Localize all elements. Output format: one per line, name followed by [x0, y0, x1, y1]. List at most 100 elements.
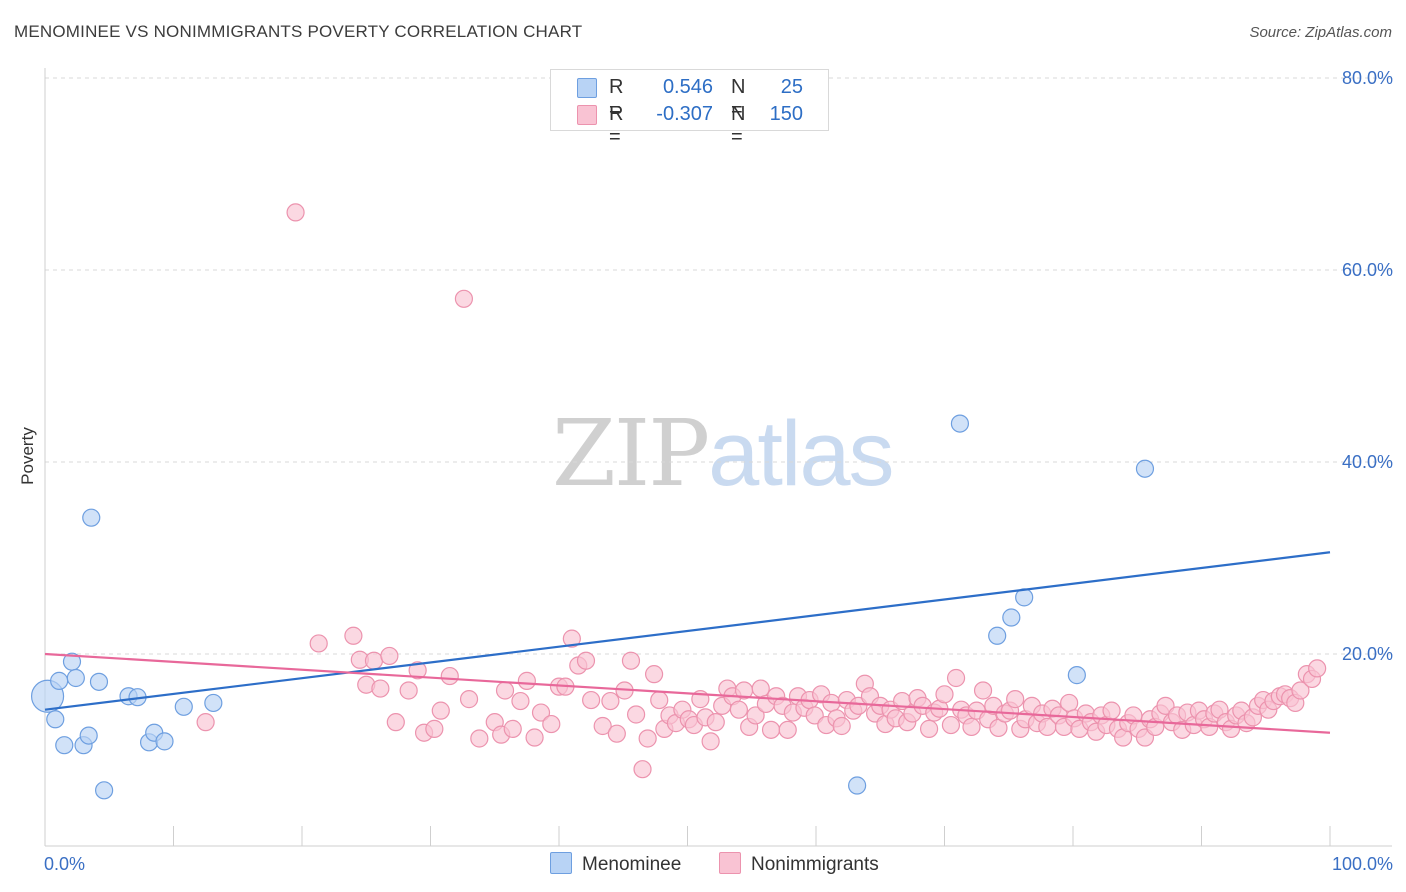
legend: R = 0.546 N = 25 R = -0.307 N = 150: [550, 69, 829, 148]
y-tick-label: 80.0%: [1342, 68, 1393, 88]
nonimmigrants-point: [941, 715, 961, 735]
axes: [44, 68, 1392, 847]
menominee-point: [988, 626, 1007, 645]
nonimmigrants-point: [562, 629, 581, 648]
nonimmigrants-point: [542, 714, 561, 734]
menominee-point: [1135, 459, 1155, 478]
legend-n-value: 150: [769, 103, 803, 125]
nonimmigrants-point: [399, 681, 418, 700]
nonimmigrants-point: [470, 729, 489, 748]
nonimmigrants-point: [638, 729, 657, 748]
nonimmigrants-point: [1006, 690, 1025, 709]
nonimmigrants-point: [454, 289, 474, 308]
nonimmigrants-point: [644, 665, 664, 684]
nonimmigrants-point: [576, 651, 596, 670]
nonimmigrants-point: [1308, 659, 1327, 678]
nonimmigrants-point: [778, 720, 797, 739]
y-axis-title: Poverty: [18, 427, 37, 485]
y-tick-label: 20.0%: [1342, 644, 1393, 664]
bottom-legend-menominee: Menominee: [550, 852, 681, 876]
nonimmigrants-point: [440, 666, 459, 686]
nonimmigrants-point: [650, 690, 669, 710]
bottom-legend-swatch-menominee: [550, 852, 572, 874]
nonimmigrants-point: [962, 717, 981, 737]
nonimmigrants-point: [626, 705, 646, 724]
legend-r-value: 0.546: [662, 76, 713, 98]
menominee-point: [50, 671, 69, 690]
menominee-point: [95, 781, 114, 800]
legend-r-value: -0.307: [656, 103, 713, 125]
menominee-point: [1067, 666, 1086, 685]
nonimmigrants-point: [1291, 681, 1310, 700]
nonimmigrants-point: [706, 713, 725, 732]
menominee-point: [55, 736, 74, 755]
nonimmigrants-point: [386, 713, 405, 732]
menominee-point: [848, 776, 867, 795]
nonimmigrants-point: [701, 732, 720, 751]
nonimmigrants-point: [380, 646, 399, 666]
nonimmigrants-point: [196, 713, 215, 732]
nonimmigrants-point: [746, 706, 765, 725]
nonimmigrants-point: [517, 671, 536, 690]
source-label: Source: ZipAtlas.com: [1249, 24, 1392, 41]
x-tick-label-min: 0.0%: [44, 854, 85, 874]
nonimmigrants-point: [344, 626, 363, 645]
nonimmigrants-point: [408, 661, 427, 680]
nonimmigrants-point: [525, 728, 544, 747]
nonimmigrants-point: [832, 716, 851, 736]
menominee-point: [1002, 608, 1021, 627]
bottom-legend-swatch-nonimmigrants: [719, 852, 741, 874]
nonimmigrants-point: [935, 685, 954, 704]
menominee-point: [204, 693, 223, 713]
legend-n-value: 25: [780, 76, 803, 98]
nonimmigrants-point: [1102, 701, 1121, 720]
nonimmigrants-point: [761, 720, 781, 739]
nonimmigrants-point: [286, 203, 305, 222]
menominee-point: [155, 732, 174, 751]
nonimmigrants-trend-line: [44, 652, 1331, 734]
nonimmigrants-point: [495, 681, 515, 700]
nonimmigrants-point: [751, 679, 770, 698]
menominee-point: [66, 668, 85, 688]
legend-n-label: N =: [731, 76, 746, 121]
nonimmigrants-point: [531, 703, 551, 722]
legend-n-label: N =: [731, 103, 746, 148]
nonimmigrants-point: [946, 668, 966, 688]
trend-lines: [44, 551, 1331, 734]
nonimmigrants-point: [503, 719, 522, 738]
menominee-point: [79, 726, 98, 745]
nonimmigrants-point: [364, 651, 384, 670]
nonimmigrants-point: [425, 719, 444, 738]
nonimmigrants-point: [919, 719, 939, 738]
menominee-point: [46, 710, 65, 729]
nonimmigrants-point: [607, 724, 626, 743]
gridlines: [45, 77, 1392, 655]
menominee-trend-line: [44, 551, 1331, 711]
menominee-point: [82, 508, 101, 527]
nonimmigrants-point: [371, 679, 390, 698]
nonimmigrants-point: [633, 760, 652, 779]
menominee-point: [174, 697, 193, 716]
legend-r-label: R =: [609, 76, 624, 121]
nonimmigrants-point: [601, 691, 620, 711]
nonimmigrants-point: [593, 716, 612, 736]
bottom-legend-label-nonimmigrants: Nonimmigrants: [751, 854, 879, 875]
nonimmigrants-point: [582, 690, 601, 710]
legend-r-label: R =: [609, 103, 624, 148]
y-tick-labels: 20.0% 40.0% 60.0% 80.0%: [1342, 68, 1393, 664]
nonimmigrants-point: [309, 634, 328, 653]
y-tick-label: 60.0%: [1342, 260, 1393, 280]
nonimmigrants-point: [729, 700, 749, 719]
x-tick-label-max: 100.0%: [1332, 854, 1393, 874]
nonimmigrants-point: [431, 701, 450, 720]
nonimmigrants-points: [196, 203, 1327, 779]
legend-swatch-menominee: [577, 78, 597, 98]
nonimmigrants-point: [973, 681, 993, 700]
nonimmigrants-point: [459, 690, 479, 709]
y-tick-label: 40.0%: [1342, 452, 1393, 472]
bottom-legend-label-menominee: Menominee: [582, 854, 682, 875]
nonimmigrants-point: [621, 651, 641, 670]
nonimmigrants-point: [511, 691, 530, 711]
menominee-point: [89, 672, 109, 691]
